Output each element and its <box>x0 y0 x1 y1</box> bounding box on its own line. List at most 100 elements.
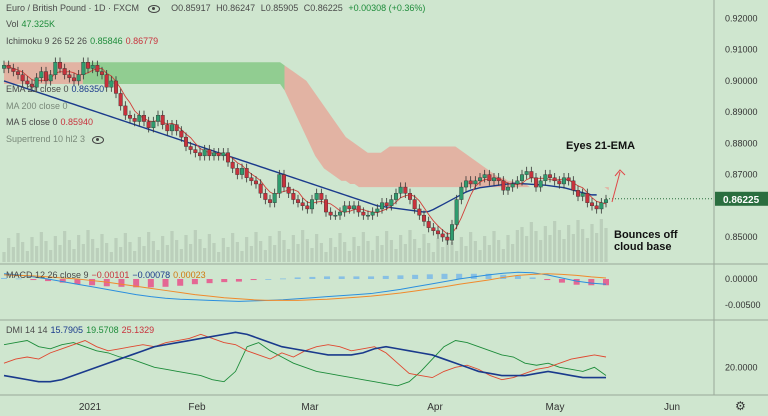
candle-body <box>300 202 305 207</box>
volume-bar <box>11 247 15 262</box>
macd-tick-label: -0.00500 <box>725 300 761 310</box>
macd-histogram-bar <box>177 279 184 286</box>
candle-body <box>599 202 604 210</box>
candle-body <box>258 183 263 194</box>
time-tick-label: Jun <box>664 402 680 413</box>
candle-body <box>370 211 375 216</box>
adx-line <box>3 331 606 383</box>
volume-bar <box>487 245 491 262</box>
macd-legend[interactable]: MACD 12 26 close 9 −0.00101 −0.00078 0.0002… <box>6 270 209 281</box>
candle-body <box>426 221 431 228</box>
candle-body <box>183 136 188 147</box>
volume-bar <box>469 232 473 262</box>
candle-body <box>417 208 422 216</box>
ema-label: EMA 21 close 0 <box>6 84 69 94</box>
macd-histogram-bar <box>147 279 154 288</box>
candle-body <box>389 199 394 207</box>
ma5-legend[interactable]: MA 5 close 0 0.85940 <box>6 117 96 128</box>
volume-bar <box>212 243 216 262</box>
ema-legend[interactable]: EMA 21 close 0 0.86350 <box>6 84 107 95</box>
vol-legend[interactable]: Vol 47.325K <box>6 19 58 30</box>
hidden-eye-icon[interactable] <box>92 135 105 144</box>
volume-bar <box>100 234 104 262</box>
volume-bar <box>399 235 403 262</box>
price-tick-label: 0.85000 <box>725 232 758 242</box>
volume-bar <box>319 243 323 262</box>
settings-gear-icon[interactable]: ⚙ <box>735 399 746 413</box>
volume-bar <box>571 234 575 262</box>
time-tick-label: Mar <box>301 402 319 413</box>
candle-body <box>239 168 244 175</box>
last-price-badge <box>715 191 768 206</box>
volume-bar <box>86 230 90 262</box>
ma200-legend[interactable]: MA 200 close 0 <box>6 101 71 112</box>
annotation-eyes-ema: Eyes 21-EMA <box>566 140 636 152</box>
volume-bar <box>7 238 11 262</box>
volume-bar <box>590 224 594 262</box>
dmi-tick-label: 20.0000 <box>725 362 758 372</box>
volume-bar <box>105 243 109 262</box>
supertrend-label: Supertrend 10 hl2 3 <box>6 134 86 144</box>
candle-body <box>202 149 207 157</box>
volume-bar <box>347 251 351 262</box>
candle-body <box>534 177 539 188</box>
volume-bar <box>511 244 515 262</box>
candle-body <box>2 65 6 69</box>
macd-histogram-bar <box>397 275 404 279</box>
volume-bar <box>259 241 263 262</box>
vol-label: Vol <box>6 19 19 29</box>
macd-histogram-bar <box>441 273 448 279</box>
candle-body <box>160 115 165 125</box>
candle-body <box>459 186 464 200</box>
dmi-legend[interactable]: DMI 14 14 15.7905 19.5708 25.1329 <box>6 325 157 336</box>
candle-body <box>375 208 380 213</box>
visibility-eye-icon[interactable] <box>147 4 160 13</box>
volume-bar <box>483 236 487 262</box>
candle-body <box>249 177 254 182</box>
candle-body <box>104 74 109 88</box>
candle-body <box>594 205 599 210</box>
volume-bar <box>198 239 202 262</box>
candle-body <box>291 193 296 200</box>
ichimoku-label: Ichimoku 9 26 52 26 <box>6 36 88 46</box>
macd-histogram-bar <box>338 276 345 279</box>
candle-body <box>296 199 301 203</box>
candle-body <box>529 171 534 178</box>
candle-body <box>141 115 146 122</box>
supertrend-legend[interactable]: Supertrend 10 hl2 3 <box>6 134 107 145</box>
candle-body <box>487 174 492 182</box>
candle-body <box>604 199 609 203</box>
candle-body <box>268 199 273 203</box>
ma5-label: MA 5 close 0 <box>6 117 58 127</box>
candle-body <box>520 174 525 182</box>
vol-value: 47.325K <box>21 19 56 29</box>
candle-body <box>99 71 104 75</box>
candle-body <box>431 227 436 231</box>
annotation-bounce-line1: Bounces off <box>614 229 678 241</box>
volume-bar <box>2 252 6 262</box>
macd-histogram-bar <box>368 276 375 279</box>
macd-histogram-bar <box>103 279 110 287</box>
candle-body <box>548 174 553 178</box>
candle-body <box>347 205 352 210</box>
volume-bar <box>455 251 459 262</box>
ema21-line <box>3 80 597 213</box>
macd-tick-label: 0.00000 <box>725 274 758 284</box>
volume-bar <box>254 232 258 262</box>
candle-body <box>342 205 347 213</box>
macd-histogram-bar <box>353 276 360 279</box>
candle-body <box>76 74 81 82</box>
symbol-title[interactable]: Euro / British Pound · 1D · FXCM <box>6 3 140 13</box>
candle-body <box>361 211 366 216</box>
candle-body <box>394 193 399 200</box>
ichimoku-legend[interactable]: Ichimoku 9 26 52 26 0.85846 0.86779 <box>6 36 161 47</box>
candle-body <box>109 80 114 88</box>
volume-bar <box>179 249 183 262</box>
volume-bar <box>30 237 34 262</box>
volume-bar <box>492 231 496 262</box>
volume-bar <box>389 240 393 262</box>
minus-di-line <box>3 333 607 381</box>
volume-bar <box>296 244 300 262</box>
candle-body <box>137 115 142 122</box>
macd-histogram-bar <box>191 279 198 285</box>
